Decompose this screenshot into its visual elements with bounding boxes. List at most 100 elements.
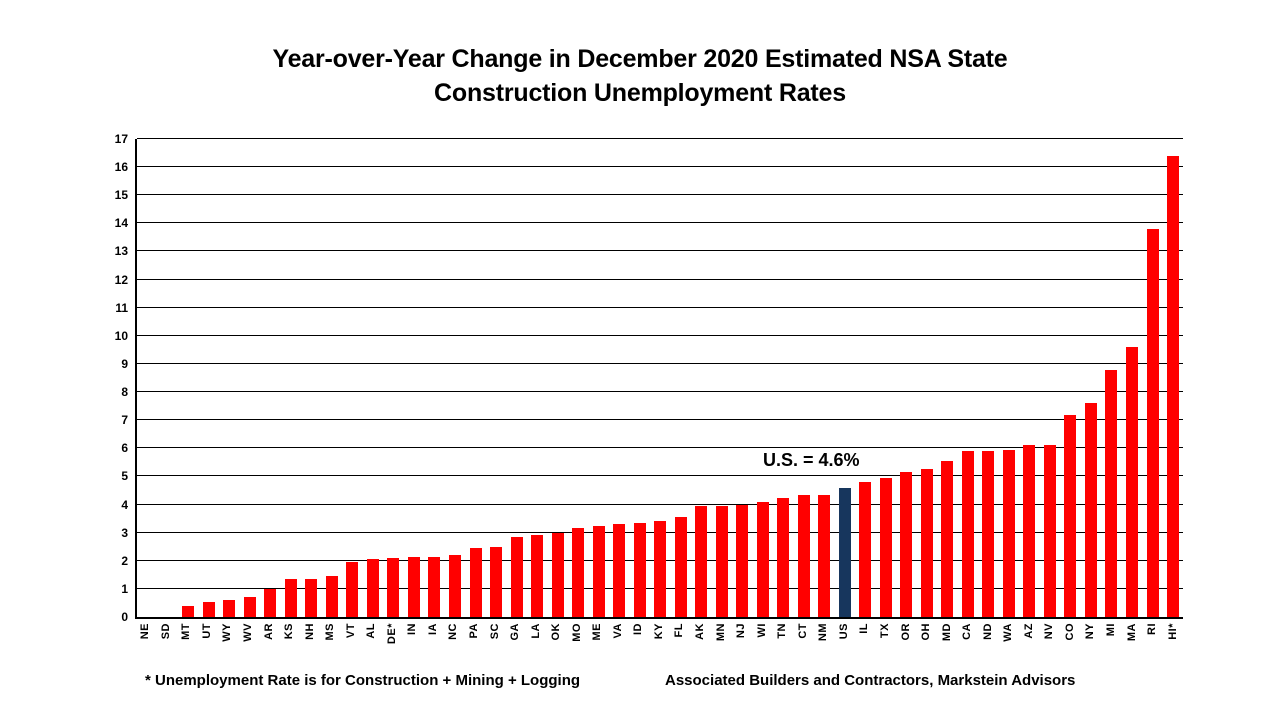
x-axis-label-GA: GA	[505, 623, 526, 677]
x-axis-label-text: WY	[221, 623, 234, 642]
bar-WV	[243, 597, 256, 617]
gridline-17	[137, 138, 1183, 139]
bar-slot-TX	[876, 139, 897, 617]
y-axis-tick-13: 13	[114, 244, 128, 259]
us-value-annotation: U.S. = 4.6%	[763, 450, 860, 471]
x-axis-label-text: KY	[652, 623, 665, 640]
x-axis-label-text: ID	[632, 623, 645, 635]
bar-OK	[551, 532, 564, 617]
bar-MS	[325, 576, 338, 617]
bar-slot-WV	[240, 139, 261, 617]
x-axis-label-text: NJ	[735, 623, 748, 639]
bar-slot-WA	[999, 139, 1020, 617]
x-axis-label-text: UT	[200, 623, 213, 639]
x-axis-label-text: KS	[283, 623, 296, 640]
x-axis-label-text: WA	[1002, 623, 1015, 642]
x-axis-label-text: NE	[139, 623, 152, 640]
chart-title-line1: Year-over-Year Change in December 2020 E…	[272, 45, 1008, 73]
bar-IN	[407, 556, 420, 617]
x-axis-label-text: AR	[262, 623, 275, 640]
x-axis-label-text: PA	[468, 623, 481, 639]
bar-MA	[1126, 347, 1138, 617]
bar-slot-NJ	[732, 139, 753, 617]
x-axis-label-DE*: DE*	[382, 623, 403, 677]
bar-MI	[1105, 369, 1118, 617]
gridline-11	[137, 306, 1183, 308]
y-axis-tick-0: 0	[121, 610, 128, 624]
x-axis-label-MS: MS	[320, 623, 341, 677]
x-axis-label-text: RI	[1146, 623, 1159, 635]
x-axis-label-WA: WA	[998, 623, 1019, 677]
x-axis-label-IN: IN	[402, 623, 423, 677]
x-axis-label-text: TN	[776, 623, 789, 639]
x-axis-label-RI: RI	[1142, 623, 1163, 677]
x-axis-label-FL: FL	[669, 623, 690, 677]
x-axis-label-NE: NE	[135, 623, 156, 677]
x-axis-label-TN: TN	[772, 623, 793, 677]
bar-SC	[490, 546, 503, 617]
x-axis-label-text: NC	[447, 623, 460, 640]
bar-slot-MA	[1122, 139, 1143, 617]
bar-slot-RI	[1142, 139, 1163, 617]
x-axis-label-text: NV	[1043, 623, 1056, 640]
x-axis-label-text: CO	[1063, 623, 1076, 641]
x-axis-label-NY: NY	[1080, 623, 1101, 677]
bar-slot-MT	[178, 139, 199, 617]
x-axis-label-KY: KY	[649, 623, 670, 677]
gridline-14	[137, 222, 1183, 224]
x-axis-label-text: MT	[180, 623, 193, 640]
x-axis-label-text: VT	[344, 623, 357, 639]
x-axis-label-text: MI	[1104, 623, 1117, 637]
bar-slot-MS	[322, 139, 343, 617]
x-axis-label-text: WV	[242, 623, 254, 642]
plot-area: U.S. = 4.6% 0 1 2 3 4 5 6 7 8 9 10 11 12 13 14 15 16 17	[115, 132, 1183, 624]
x-axis-label-text: AK	[694, 623, 707, 640]
x-axis-label-text: IN	[406, 623, 419, 635]
x-axis-label-SC: SC	[484, 623, 505, 677]
bar-TX	[879, 477, 892, 617]
bar-slot-CA	[958, 139, 979, 617]
x-axis-label-VT: VT	[340, 623, 361, 677]
x-axis-label-AR: AR	[258, 623, 279, 677]
bar-RI	[1146, 228, 1159, 617]
bar-WY	[223, 600, 236, 617]
x-axis-label-AZ: AZ	[1019, 623, 1040, 677]
bar-WI	[756, 501, 769, 617]
bar-slot-VT	[342, 139, 363, 617]
gridline-12	[137, 278, 1183, 280]
x-axis-label-NH: NH	[299, 623, 320, 677]
x-axis-label-US: US	[834, 623, 855, 677]
bar-slot-AK	[691, 139, 712, 617]
y-axis-tick-4: 4	[121, 497, 128, 512]
x-axis-label-PA: PA	[464, 623, 485, 677]
bar-KY	[654, 521, 667, 617]
bar-FL	[674, 517, 687, 617]
y-axis-tick-16: 16	[114, 160, 128, 175]
bar-VA	[613, 524, 626, 617]
x-axis-label-OK: OK	[546, 623, 567, 677]
gridline-10	[137, 334, 1183, 336]
x-axis-label-MD: MD	[936, 623, 957, 677]
bar-MO	[572, 528, 585, 617]
x-axis-label-text: TX	[878, 623, 891, 639]
bar-slot-WI	[752, 139, 773, 617]
x-axis-label-MA: MA	[1121, 623, 1142, 677]
x-axis-label-WV: WV	[238, 623, 259, 677]
bar-NV	[1043, 445, 1056, 617]
x-axis-label-TX: TX	[875, 623, 896, 677]
x-axis-label-UT: UT	[197, 623, 218, 677]
x-axis-label-MO: MO	[566, 623, 587, 677]
bar-AK	[695, 505, 708, 617]
bar-slot-OH	[917, 139, 938, 617]
y-axis-tick-11: 11	[115, 300, 128, 315]
bar-slot-IN	[404, 139, 425, 617]
bar-ND	[982, 451, 995, 617]
y-axis-tick-5: 5	[121, 469, 128, 484]
bar-slot-NH	[301, 139, 322, 617]
x-axis-label-WY: WY	[217, 623, 238, 677]
bar-slot-FL	[670, 139, 691, 617]
x-axis-label-text: MN	[714, 623, 727, 642]
bar-NH	[305, 579, 318, 617]
bar-CA	[961, 451, 974, 617]
